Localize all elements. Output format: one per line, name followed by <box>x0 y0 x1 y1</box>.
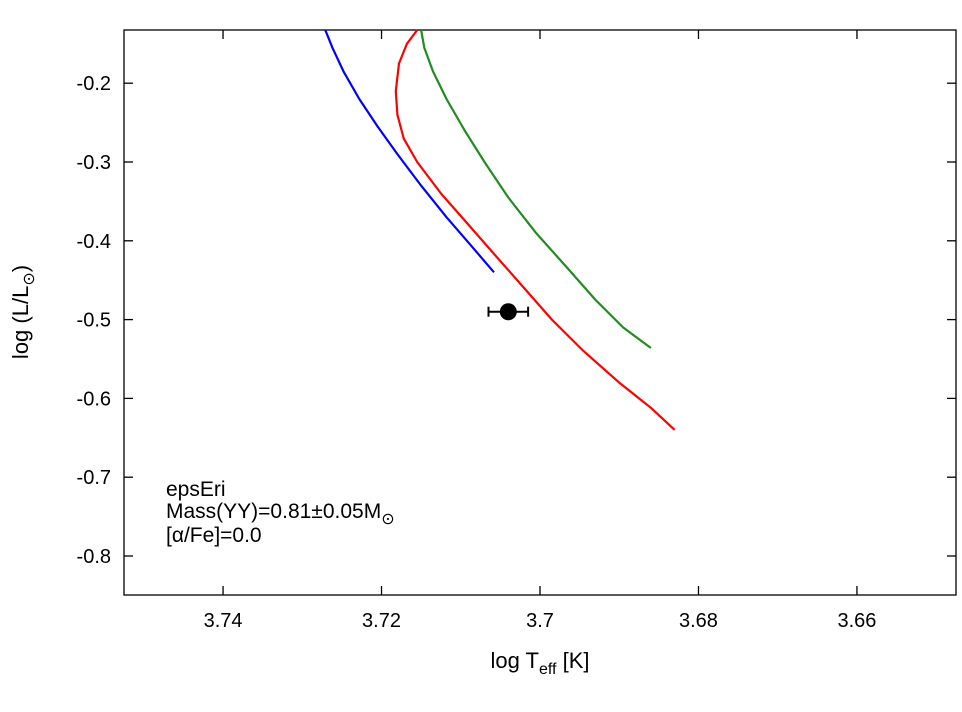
y-tick-label: -0.4 <box>77 231 111 253</box>
isochrone-line-1 <box>324 29 495 274</box>
data-point <box>499 303 517 321</box>
x-tick-label: 3.66 <box>837 610 876 632</box>
annotation-star-name: epsEri <box>166 478 226 501</box>
x-tick-label: 3.7 <box>526 610 554 632</box>
y-tick-label: -0.8 <box>77 546 111 568</box>
annotation-block: epsEri Mass(YY)=0.81±0.05M⊙ [α/Fe]=0.0 <box>166 478 395 547</box>
x-tick-label: 3.68 <box>679 610 718 632</box>
y-tick-label: -0.6 <box>77 388 111 410</box>
axis-ticks <box>124 30 956 595</box>
observed-star <box>487 303 530 321</box>
isochrone-line-3 <box>394 29 676 431</box>
annotation-metallicity: [α/Fe]=0.0 <box>166 524 262 547</box>
y-tick-label: -0.5 <box>77 310 111 332</box>
y-tick-label: -0.7 <box>77 467 111 489</box>
y-tick-label: -0.2 <box>77 73 111 95</box>
annotation-mass: Mass(YY)=0.81±0.05M⊙ <box>166 500 395 528</box>
y-tick-label: -0.3 <box>77 152 111 174</box>
x-tick-label: 3.74 <box>204 610 243 632</box>
x-axis-label: log Teff [K] <box>490 648 589 678</box>
series-lines <box>324 29 676 431</box>
y-axis-label: log (L/L⊙) <box>8 265 38 359</box>
axis-tick-labels: 3.74 3.72 3.7 3.68 3.66 -0.2 -0.3 -0.4 -0.5 -0.6 -… <box>77 73 877 632</box>
isochrone-line-2 <box>420 29 652 349</box>
x-tick-label: 3.72 <box>362 610 401 632</box>
